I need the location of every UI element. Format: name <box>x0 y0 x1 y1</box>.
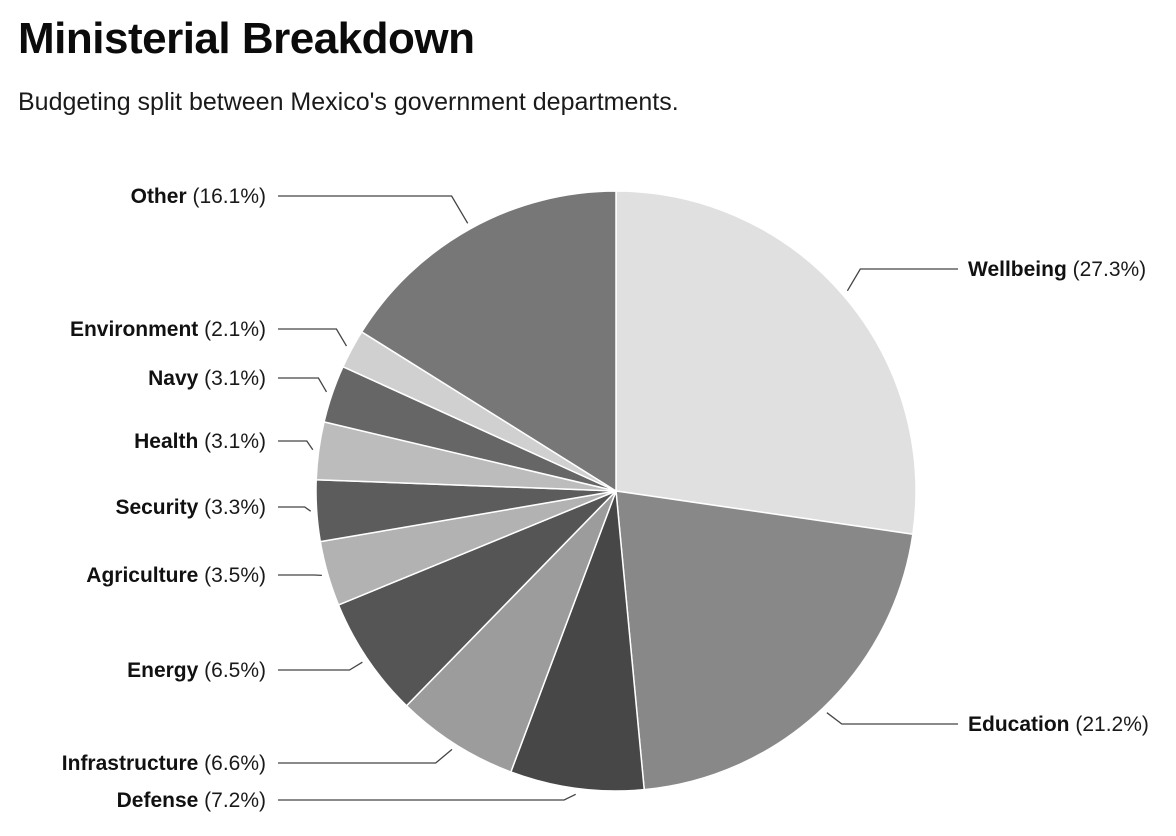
pie-slice-other <box>360 190 617 492</box>
chart-subtitle: Budgeting split between Mexico's governm… <box>18 88 679 116</box>
slice-label-name: Infrastructure <box>62 752 199 775</box>
slice-label-value: (3.1%) <box>198 430 266 453</box>
chart-title: Ministerial Breakdown <box>18 14 475 63</box>
pie-slice-education <box>615 490 914 791</box>
leader-line-infrastructure <box>278 748 453 764</box>
slice-label-education: Education (21.2%) <box>968 713 1149 736</box>
leader-line-education <box>826 712 958 725</box>
leader-line-energy <box>278 661 363 671</box>
slice-label-value: (6.5%) <box>198 659 266 682</box>
slice-label-value: (3.5%) <box>198 564 266 587</box>
slice-label-agriculture: Agriculture (3.5%) <box>86 564 266 587</box>
slice-label-infrastructure: Infrastructure (6.6%) <box>62 752 266 775</box>
slice-label-defense: Defense (7.2%) <box>117 789 266 812</box>
slice-label-name: Defense <box>117 789 199 812</box>
slice-label-value: (3.1%) <box>198 367 266 390</box>
slice-label-other: Other (16.1%) <box>131 185 266 208</box>
slice-label-value: (21.2%) <box>1070 713 1149 736</box>
slice-label-health: Health (3.1%) <box>134 430 266 453</box>
pie-slice-wellbeing <box>615 190 917 535</box>
slice-label-name: Wellbeing <box>968 258 1067 281</box>
slice-label-value: (27.3%) <box>1067 258 1146 281</box>
pie-labels: Wellbeing (27.3%) Education (21.2%) Defens… <box>62 185 1149 812</box>
leader-line-other <box>278 195 469 224</box>
slice-label-security: Security (3.3%) <box>115 496 266 519</box>
slice-label-energy: Energy (6.5%) <box>127 659 266 682</box>
leader-line-defense <box>278 793 576 801</box>
slice-label-name: Security <box>115 496 198 519</box>
slice-label-name: Environment <box>70 318 198 341</box>
leader-line-security <box>278 506 312 512</box>
pie-slice-energy <box>337 490 617 707</box>
slice-label-name: Health <box>134 430 198 453</box>
slice-label-value: (7.2%) <box>198 789 266 812</box>
slice-label-name: Education <box>968 713 1070 736</box>
slice-label-name: Energy <box>127 659 199 682</box>
leader-line-health <box>278 440 314 451</box>
slice-label-name: Other <box>131 185 187 208</box>
pie-slice-defense <box>510 490 645 792</box>
pie-slice-infrastructure <box>405 490 617 773</box>
leader-line-navy <box>278 377 328 393</box>
pie-leader-lines <box>278 195 958 801</box>
pie-slices <box>315 190 917 792</box>
slice-label-navy: Navy (3.1%) <box>148 367 266 390</box>
slice-label-name: Navy <box>148 367 199 390</box>
leader-line-environment <box>278 328 348 347</box>
slice-label-value: (3.3%) <box>198 496 266 519</box>
slice-label-wellbeing: Wellbeing (27.3%) <box>968 258 1146 281</box>
slice-label-value: (16.1%) <box>187 185 266 208</box>
slice-label-name: Agriculture <box>86 564 198 587</box>
slice-label-environment: Environment (2.1%) <box>70 318 266 341</box>
slice-label-value: (6.6%) <box>198 752 266 775</box>
slice-label-value: (2.1%) <box>198 318 266 341</box>
leader-line-wellbeing <box>846 268 958 292</box>
